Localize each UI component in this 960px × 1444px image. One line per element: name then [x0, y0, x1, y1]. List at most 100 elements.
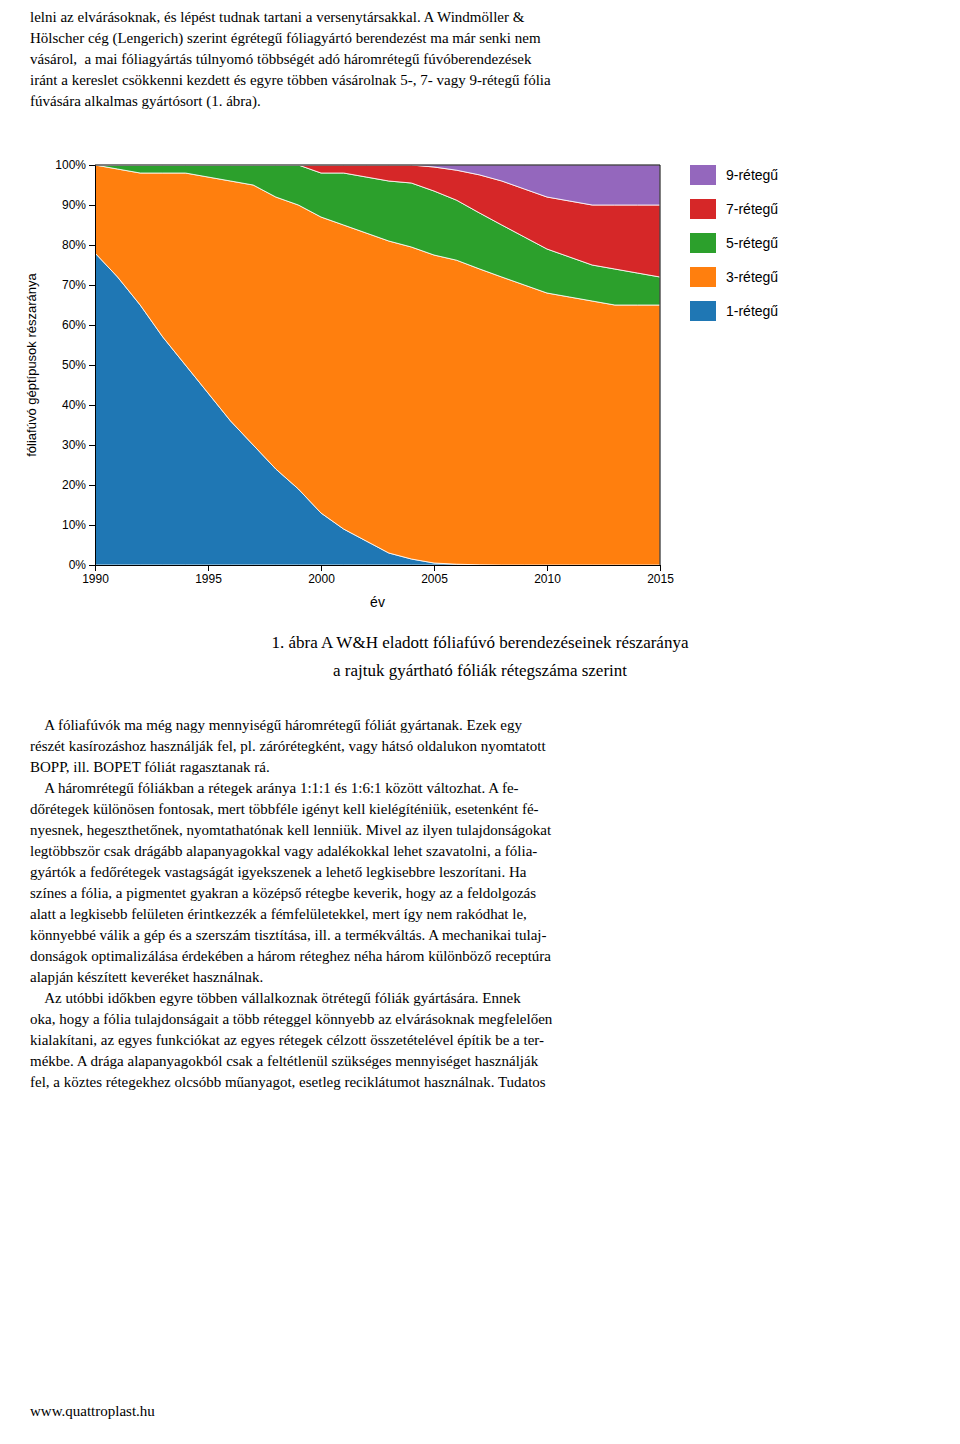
paragraph-line: alatt a legkisebb felületen érintkezzék … [30, 906, 527, 922]
x-tick: 2005 [421, 565, 448, 586]
y-tick-mark [89, 245, 95, 246]
x-tick-label: 2000 [308, 572, 335, 586]
x-tick-label: 1995 [195, 572, 222, 586]
y-tick-label: 60% [62, 318, 86, 332]
y-tick-mark [89, 405, 95, 406]
paragraph-line: színes a fólia, a pigmentet gyakran a kö… [30, 885, 536, 901]
legend-item: 5-rétegű [690, 233, 778, 253]
legend-swatch [690, 199, 716, 219]
frame-right [660, 165, 661, 565]
y-tick-mark [89, 525, 95, 526]
url: www.quattroplast.hu [30, 1403, 155, 1419]
y-tick-mark [89, 365, 95, 366]
y-tick-label: 90% [62, 198, 86, 212]
y-tick-label: 40% [62, 398, 86, 412]
y-tick: 10% [62, 518, 95, 532]
legend-item: 9-rétegű [690, 165, 778, 185]
paragraph-line: lelni az elvárásoknak, és lépést tudnak … [30, 9, 525, 25]
paragraph-line: alapján készített keveréket használnak. [30, 969, 263, 985]
paragraph-line: mékbe. A drága alapanyagokból csak a fel… [30, 1053, 539, 1069]
legend-item: 3-rétegű [690, 267, 778, 287]
legend-label: 9-rétegű [726, 167, 778, 183]
area-layer [95, 165, 660, 565]
legend-swatch [690, 233, 716, 253]
area-layer [95, 165, 660, 305]
y-tick-label: 20% [62, 478, 86, 492]
paragraph-line: nyesnek, hegeszthetőnek, nyomtathatónak … [30, 822, 552, 838]
y-tick-label: 0% [69, 558, 87, 572]
paragraph-line: oka, hogy a fólia tulajdonságait a több … [30, 1011, 553, 1027]
paragraph-line: Az utóbbi időkben egyre többen vállalkoz… [30, 990, 521, 1006]
paragraph-line: dőrétegek különösen fontosak, mert többf… [30, 801, 539, 817]
page: lelni az elvárásoknak, és lépést tudnak … [0, 0, 960, 1444]
y-tick: 80% [62, 238, 95, 252]
y-tick: 0% [69, 558, 95, 572]
y-tick-mark [89, 325, 95, 326]
x-axis-title: év [370, 594, 385, 610]
y-axis: 0% 10% 20% 30% 40% 50% 60% 70% 80% 90% 100% [55, 158, 95, 572]
paragraph-line: gyártók a fedőrétegek vastagságát igyeks… [30, 864, 527, 880]
x-axis-line [96, 566, 661, 572]
paragraph-line: iránt a kereslet csökkenni kezdett és eg… [30, 72, 551, 88]
paragraph-line: legtöbbször csak drágább alapanyagokkal … [30, 843, 537, 859]
y-tick-mark [89, 445, 95, 446]
paragraph-line: kialakítani, az egyes funkciókat az egye… [30, 1032, 544, 1048]
y-tick-label: 80% [62, 238, 86, 252]
paragraph-line: könnyebbé válik a gép és a szerszám tisz… [30, 927, 547, 943]
legend-label: 3-rétegű [726, 269, 778, 285]
x-tick-mark [321, 565, 322, 571]
chart: 1990 1995 2000 2005 2010 2015 0% 10% 20% 30% 40% 50… [24, 158, 778, 610]
x-tick: 1995 [195, 565, 222, 586]
paragraph-line: fel, a köztes rétegekhez olcsóbb műanyag… [30, 1074, 546, 1090]
y-tick: 20% [62, 478, 95, 492]
x-tick: 2010 [534, 565, 561, 586]
legend-item: 1-rétegű [690, 301, 778, 321]
area-layer [95, 165, 660, 277]
x-tick: 2015 [647, 565, 674, 586]
y-tick-mark [89, 565, 95, 566]
y-tick: 90% [62, 198, 95, 212]
frame-top [95, 165, 660, 166]
x-tick: 1990 [82, 565, 109, 586]
x-axis: 1990 1995 2000 2005 2010 2015 [82, 565, 674, 586]
y-tick-label: 100% [55, 158, 86, 172]
x-tick-mark [208, 565, 209, 571]
y-tick-label: 10% [62, 518, 86, 532]
legend-label: 5-rétegű [726, 235, 778, 251]
y-tick: 100% [55, 158, 95, 172]
legend-swatch [690, 301, 716, 321]
caption: 1. ábra A W&H eladott fóliafúvó berendez… [272, 633, 689, 680]
area-layer [95, 165, 660, 205]
y-axis-title: fóliafúvó géptípusok részaránya [24, 272, 39, 456]
x-tick-mark [660, 565, 661, 571]
caption-line: a rajtuk gyártható fóliák rétegszáma sze… [333, 661, 627, 680]
paragraph-line: donságok optimalizálása érdekében a háro… [30, 948, 551, 964]
caption-line: 1. ábra A W&H eladott fóliafúvó berendez… [272, 633, 689, 652]
y-tick-mark [89, 165, 95, 166]
y-tick-label: 50% [62, 358, 86, 372]
x-tick: 2000 [308, 565, 335, 586]
x-tick-label: 2010 [534, 572, 561, 586]
paragraph-line: részét kasírozáshoz használják fel, pl. … [30, 738, 546, 754]
y-tick-label: 70% [62, 278, 86, 292]
paragraph-line: vásárol, a mai fóliagyártás túlnyomó töb… [30, 51, 532, 67]
legend-label: 7-rétegű [726, 201, 778, 217]
paragraph-line: A háromrétegű fóliákban a rétegek aránya… [30, 780, 519, 796]
paragraph-line: BOPP, ill. BOPET fóliát ragasztanak rá. [30, 759, 270, 775]
y-tick: 40% [62, 398, 95, 412]
y-tick-mark [89, 285, 95, 286]
paragraph-line: Hölscher cég (Lengerich) szerint égréteg… [30, 30, 541, 47]
areas [95, 165, 660, 565]
legend-swatch [690, 267, 716, 287]
text-after: A fóliafúvók ma még nagy mennyiségű háro… [30, 717, 553, 1090]
y-axis-line [89, 166, 96, 566]
x-tick-label: 2005 [421, 572, 448, 586]
paragraph-line: A fóliafúvók ma még nagy mennyiségű háro… [30, 717, 522, 733]
text-before: lelni az elvárásoknak, és lépést tudnak … [30, 9, 551, 110]
legend-swatch [690, 165, 716, 185]
y-tick: 30% [62, 438, 95, 452]
x-tick-mark [547, 565, 548, 571]
x-tick-label: 1990 [82, 572, 109, 586]
y-tick-label: 30% [62, 438, 86, 452]
x-tick-label: 2015 [647, 572, 674, 586]
